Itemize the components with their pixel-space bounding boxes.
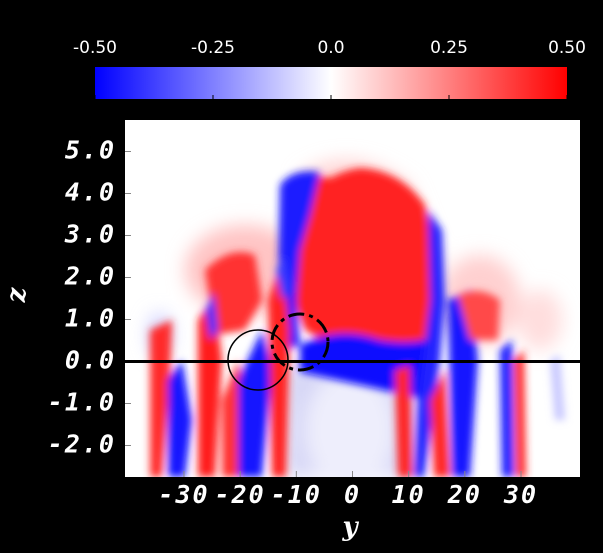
colorbar-tick-label: 0.0 [317,38,344,58]
x-tick-label: -20 [215,480,266,509]
x-tick-label: 30 [503,480,538,509]
colorbar-tick-label: -0.25 [191,38,235,58]
y-tick-label: 5.0 [65,136,116,165]
colorbar [95,67,567,99]
y-tick-label: -2.0 [48,430,116,459]
y-tick-label: 3.0 [64,220,116,249]
colorbar-tick-label: -0.50 [73,38,117,58]
x-tick-label: -10 [271,480,322,509]
field [148,159,565,477]
y-tick-label: 4.0 [65,178,116,207]
y-tick-label: 2.0 [64,262,116,291]
x-axis-label: y [341,512,359,542]
x-tick-label: -30 [158,480,209,509]
y-tick-label: -1.0 [48,388,116,417]
colorbar-tick-label: 0.50 [548,38,586,58]
marker-circle-dashed [270,312,330,372]
y-axis-label: z [2,286,32,303]
x-tick-label: 0 [344,480,361,509]
y-tick-label: 1.0 [65,304,116,333]
x-tick-label: 10 [392,480,426,509]
x-tick-label: 20 [447,480,482,509]
colorbar-tick-label: 0.25 [430,38,468,58]
y-tick-label: 0.0 [65,346,116,375]
